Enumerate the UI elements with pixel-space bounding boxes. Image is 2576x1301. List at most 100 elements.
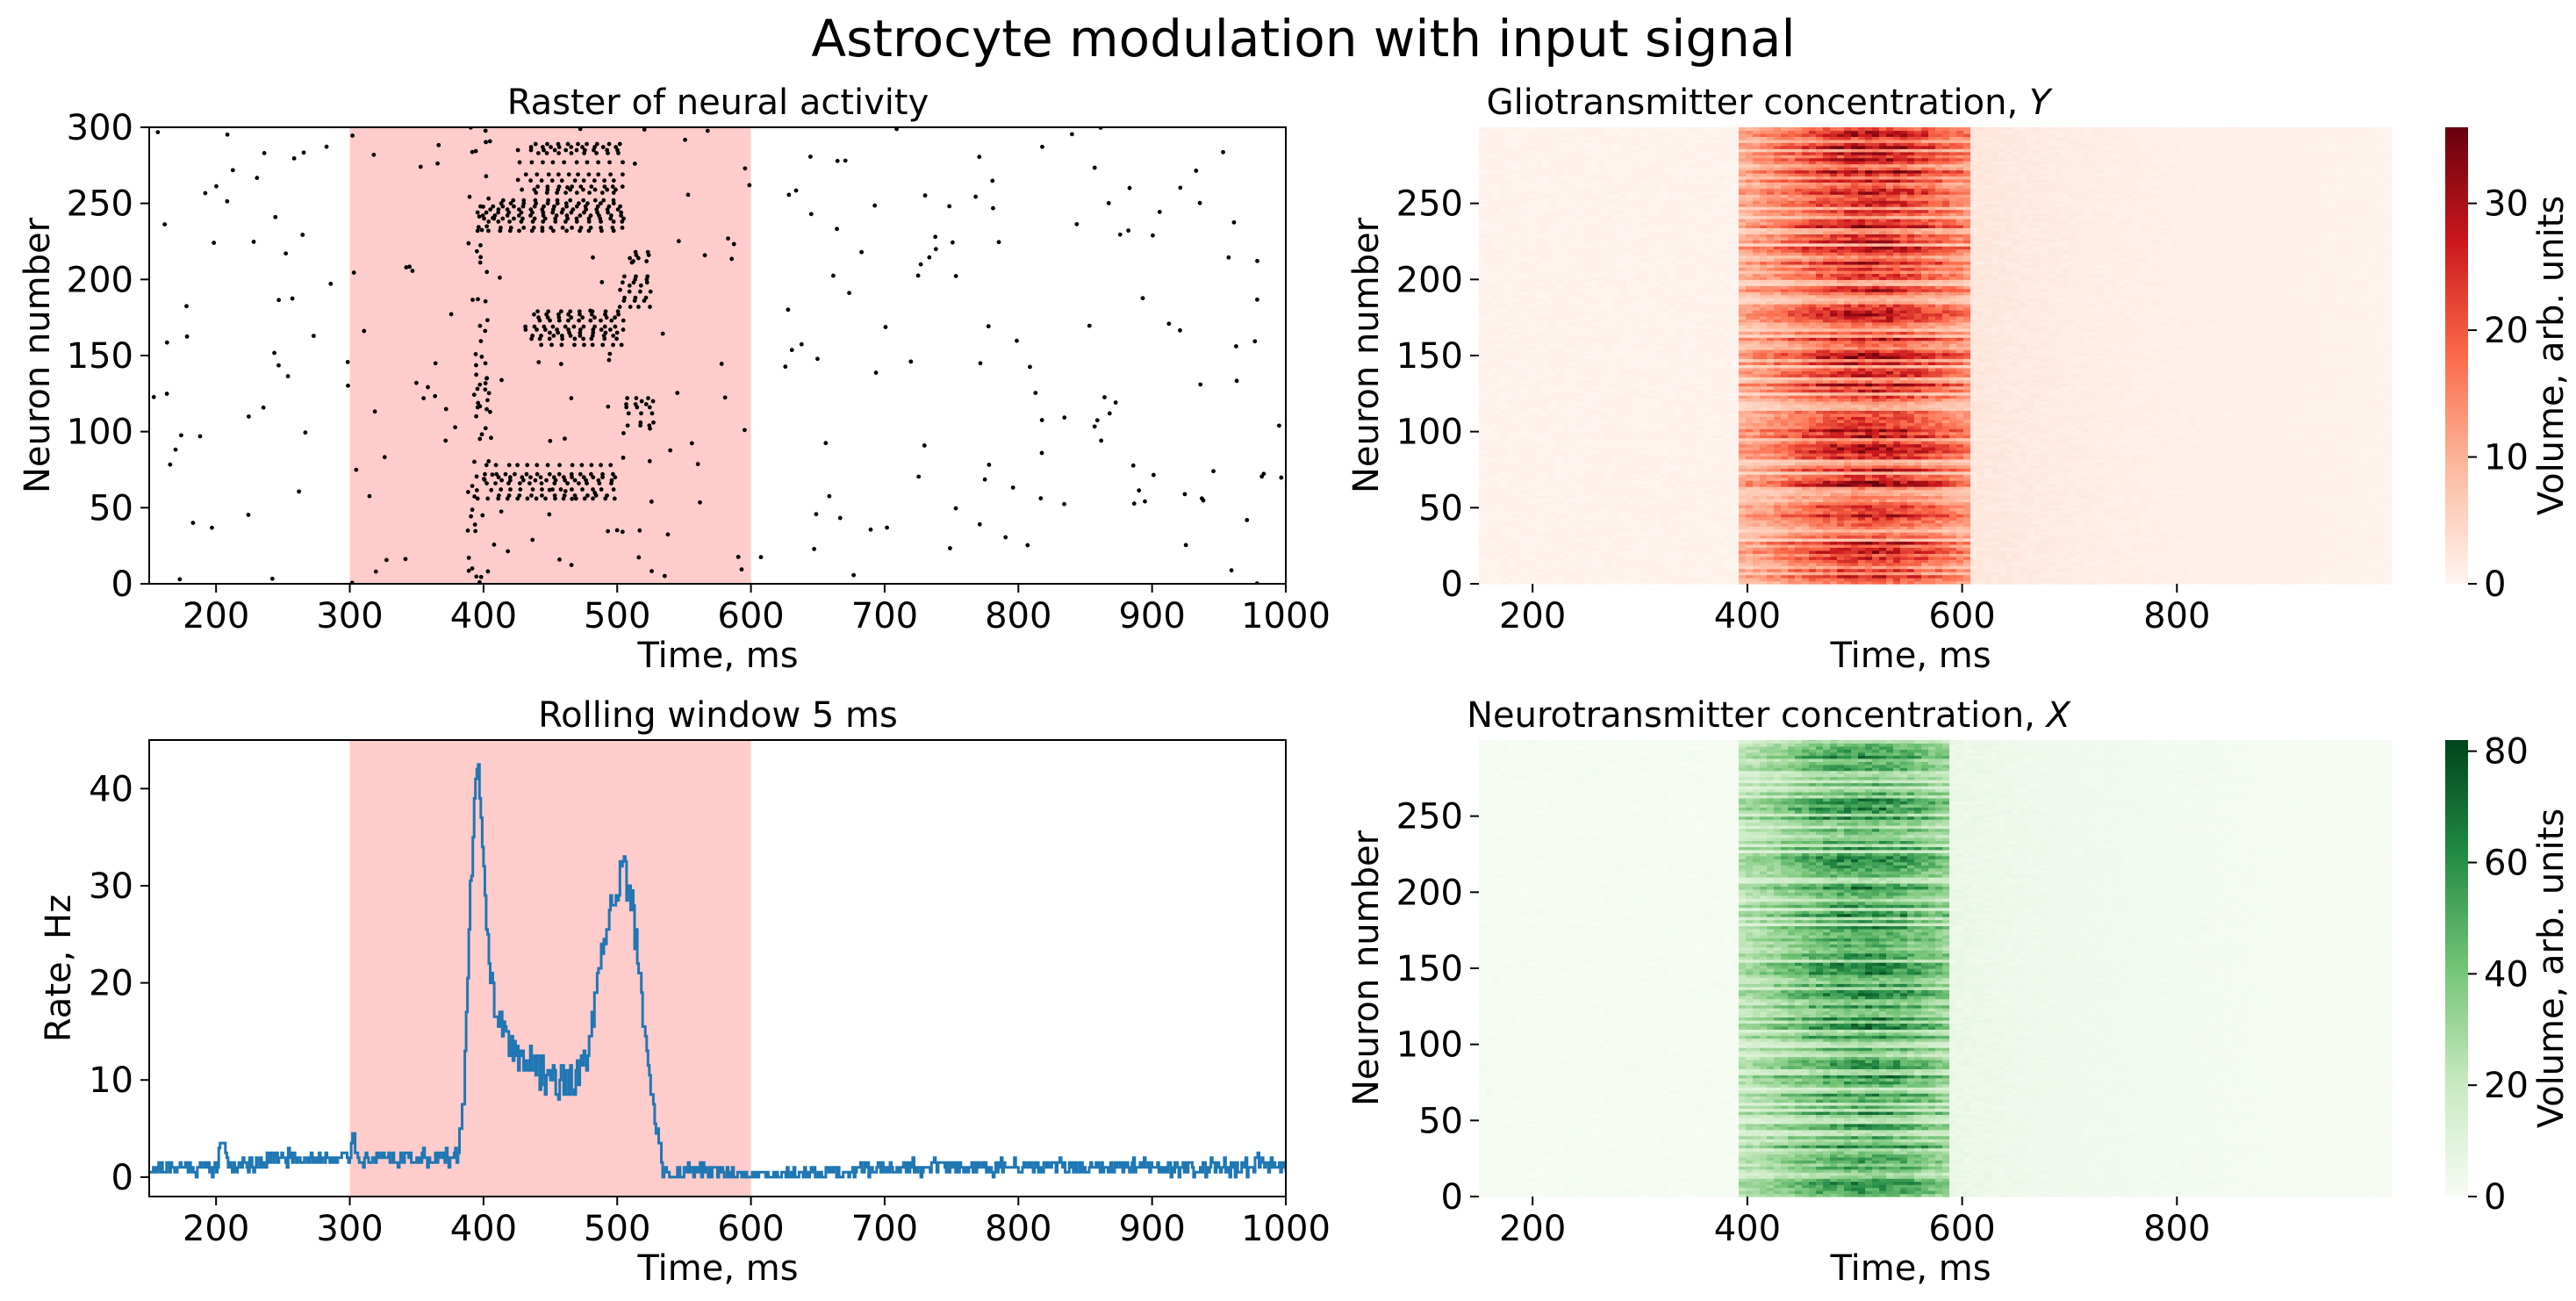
raster-spike <box>512 204 516 209</box>
glio-cell <box>2272 514 2280 518</box>
glio-cell <box>2167 495 2175 500</box>
glio-cell <box>2202 498 2210 502</box>
glio-cell <box>1549 501 1557 506</box>
glio-cell <box>1493 510 1501 514</box>
glio-cell <box>1661 501 1669 506</box>
raster-spike <box>477 579 482 584</box>
glio-cell <box>1970 565 1978 570</box>
raster-spike <box>484 376 490 381</box>
glio-cell <box>2041 498 2049 502</box>
glio-cell <box>2209 504 2217 508</box>
glio-cell <box>1921 547 1929 551</box>
raster-spike <box>568 309 573 314</box>
glio-cell <box>2336 526 2343 530</box>
glio-cell <box>2167 501 2175 506</box>
glio-cell <box>1956 501 1964 506</box>
glio-cell <box>1584 571 1592 576</box>
glio-cell <box>2202 507 2210 512</box>
glio-cell <box>1640 565 1648 570</box>
glio-cell <box>1528 520 1536 524</box>
glio-cell <box>1837 498 1845 502</box>
glio-cell <box>2202 486 2210 491</box>
glio-cell <box>2055 543 2063 548</box>
glio-cell <box>2237 522 2245 527</box>
raster-ticks: 200 300 400 500 600 700 800 900 1000050100150200… <box>67 108 1331 636</box>
glio-cell <box>2244 541 2252 545</box>
glio-cell <box>2097 522 2105 527</box>
glio-cell <box>1774 541 1782 545</box>
glio-cell <box>1928 495 1936 500</box>
raster-spike <box>918 262 923 267</box>
glio-cell <box>2350 504 2357 508</box>
glio-cell <box>1893 553 1901 557</box>
glio-cell <box>2125 528 2133 533</box>
glio-cell <box>1718 562 1726 566</box>
glio-cell <box>2118 528 2126 533</box>
glio-cell <box>2013 495 2020 500</box>
raster-spike <box>478 255 483 260</box>
glio-cell <box>1507 498 1515 502</box>
raster-spike <box>179 433 183 438</box>
raster-spike <box>739 567 744 572</box>
glio-cell <box>1795 504 1803 508</box>
glio-cell <box>1704 489 1711 493</box>
glio-cell <box>1732 547 1740 551</box>
glio-cell <box>1704 501 1711 506</box>
glio-cell <box>2020 507 2027 512</box>
glio-cell <box>1823 541 1831 545</box>
glio-cell <box>2188 510 2196 514</box>
glio-cell <box>1521 522 1529 527</box>
glio-cell <box>2237 562 2245 566</box>
raster-spike <box>491 215 495 220</box>
glio-cell <box>1542 543 1550 548</box>
glio-cell <box>2006 504 2013 508</box>
glio-cell <box>1633 565 1641 570</box>
glio-cell <box>2293 504 2301 508</box>
glio-cell <box>1549 543 1557 548</box>
glio-cell <box>1774 580 1782 585</box>
glio-cell <box>1935 504 1943 508</box>
raster-spike <box>622 295 627 300</box>
glio-cell <box>1809 559 1817 564</box>
glio-cell <box>2385 574 2393 579</box>
glio-cell <box>1725 498 1733 502</box>
glio-cell <box>1626 528 1634 533</box>
glio-cell <box>2083 528 2091 533</box>
glio-cell <box>1851 571 1859 576</box>
glio-cell <box>2371 532 2379 536</box>
glio-cell <box>2146 532 2154 536</box>
glio-cell <box>1725 516 1733 521</box>
glio-cell <box>2272 528 2280 533</box>
glio-cell <box>1872 504 1880 508</box>
raster-spike <box>574 216 579 221</box>
glio-cell <box>2286 495 2294 500</box>
glio-cell <box>2034 504 2041 508</box>
glio-cell <box>1598 535 1606 539</box>
glio-cell <box>2209 559 2217 564</box>
glio-cell <box>1858 514 1866 518</box>
glio-cell <box>2216 568 2224 572</box>
glio-cell <box>2336 578 2343 582</box>
glio-cell <box>2307 574 2315 579</box>
raster-stimulus-shade <box>349 127 751 584</box>
glio-cell <box>2195 538 2203 543</box>
glio-cell <box>2328 522 2336 527</box>
glio-cell <box>1711 553 1719 557</box>
glio-cell <box>2041 550 2049 554</box>
glio-cell <box>2083 550 2091 554</box>
glio-cell <box>1690 580 1697 585</box>
glio-cell <box>1486 528 1494 533</box>
glio-cell <box>1725 504 1733 508</box>
glio-cell <box>1493 495 1501 500</box>
glio-cell <box>1935 492 1943 497</box>
glio-cell <box>1788 562 1796 566</box>
glio-cell <box>2230 498 2238 502</box>
glio-cell <box>1809 553 1817 557</box>
glio-cell <box>2104 547 2112 551</box>
raster-spike <box>1102 395 1107 399</box>
raster-spike <box>649 411 655 416</box>
glio-cell <box>1760 514 1768 518</box>
glio-cell <box>2160 516 2168 521</box>
raster-spike <box>521 198 527 203</box>
raster-spike <box>542 204 546 209</box>
